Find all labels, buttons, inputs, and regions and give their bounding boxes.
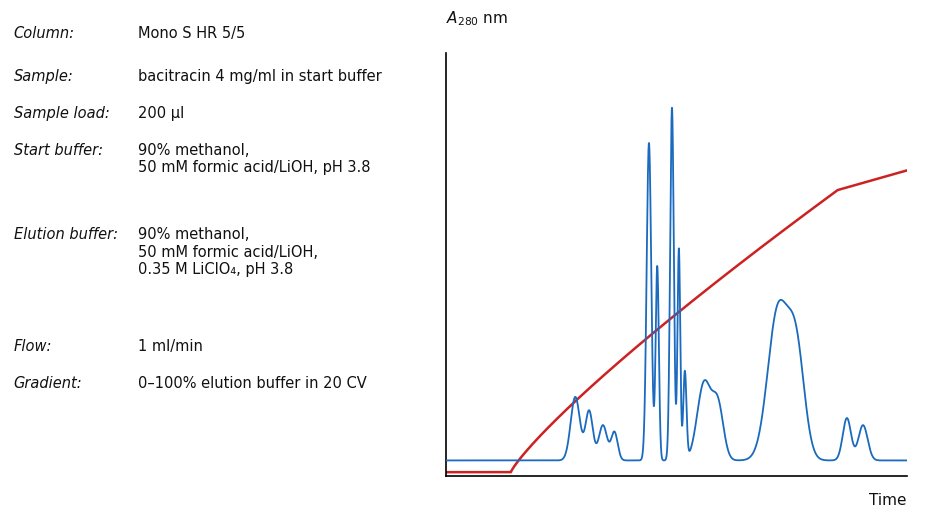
Text: Flow:: Flow: (14, 339, 52, 353)
Text: bacitracin 4 mg/ml in start buffer: bacitracin 4 mg/ml in start buffer (138, 69, 381, 84)
Text: Gradient:: Gradient: (14, 376, 82, 390)
Text: Sample load:: Sample load: (14, 106, 110, 121)
Text: 200 µl: 200 µl (138, 106, 184, 121)
Text: $A_{280}$ nm: $A_{280}$ nm (446, 9, 509, 28)
Text: Mono S HR 5/5: Mono S HR 5/5 (138, 26, 245, 41)
Text: Sample:: Sample: (14, 69, 73, 84)
Text: Elution buffer:: Elution buffer: (14, 227, 117, 242)
Text: 90% methanol,
50 mM formic acid/LiOH,
0.35 M LiClO₄, pH 3.8: 90% methanol, 50 mM formic acid/LiOH, 0.… (138, 227, 318, 277)
Text: Column:: Column: (14, 26, 74, 41)
Text: 90% methanol,
50 mM formic acid/LiOH, pH 3.8: 90% methanol, 50 mM formic acid/LiOH, pH… (138, 143, 370, 175)
Text: Start buffer:: Start buffer: (14, 143, 102, 158)
Text: 0–100% elution buffer in 20 CV: 0–100% elution buffer in 20 CV (138, 376, 366, 390)
Text: Time: Time (870, 493, 907, 508)
Text: 1 ml/min: 1 ml/min (138, 339, 203, 353)
